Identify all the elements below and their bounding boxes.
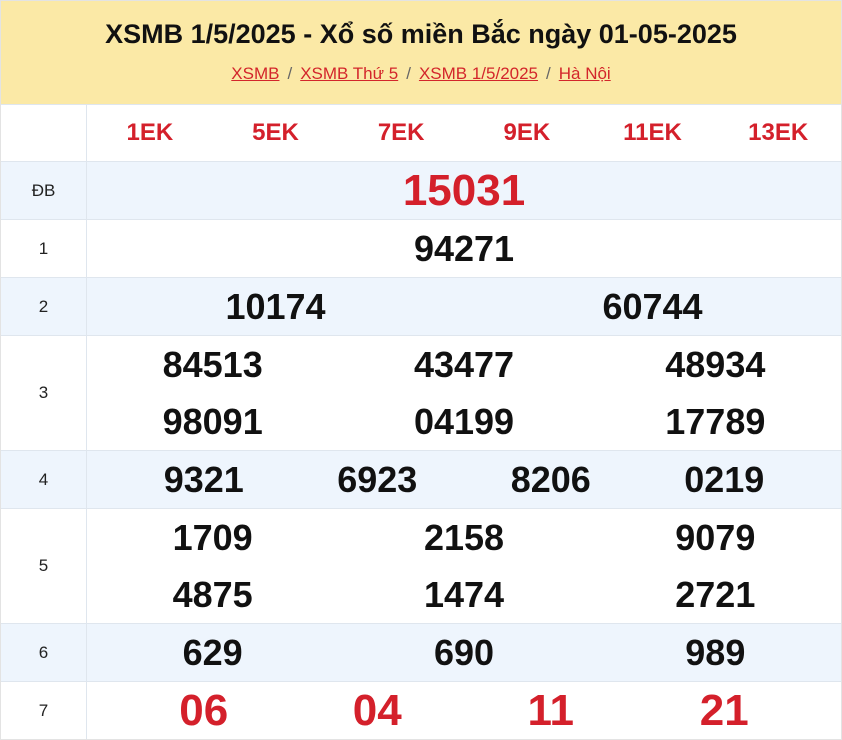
prize-label: 2 xyxy=(1,278,87,335)
breadcrumb-ha-noi[interactable]: Hà Nội xyxy=(558,64,611,83)
prize-number: 9321 xyxy=(163,459,244,500)
prize-number: 9079 xyxy=(675,517,756,558)
results-header: XSMB 1/5/2025 - Xổ số miền Bắc ngày 01-0… xyxy=(1,1,841,104)
prize-number: 04199 xyxy=(413,401,515,442)
prize-label: 7 xyxy=(1,682,87,739)
prize-label: 5 xyxy=(1,509,87,623)
prize-number: 2158 xyxy=(423,517,505,558)
prize-number: 6923 xyxy=(337,459,418,500)
prize-number: 989 xyxy=(685,632,746,673)
prize-label: ĐB xyxy=(1,162,87,219)
prize-number: 2721 xyxy=(675,574,756,615)
prize-number: 48934 xyxy=(665,344,766,385)
draw-code: 11EK xyxy=(623,119,682,146)
prize-number: 17789 xyxy=(665,401,766,442)
prize-label: 6 xyxy=(1,624,87,681)
prize-number: 4875 xyxy=(172,574,253,615)
prize-number: 84513 xyxy=(162,344,263,385)
prize-number: 690 xyxy=(433,632,495,673)
breadcrumb-xsmb-thu-5[interactable]: XSMB Thứ 5 xyxy=(300,64,399,83)
prize-number: 10174 xyxy=(225,286,326,327)
prize-label: 1 xyxy=(1,220,87,277)
prize-number: 43477 xyxy=(413,344,515,385)
prize-number: 94271 xyxy=(413,228,515,269)
breadcrumb-xsmb[interactable]: XSMB xyxy=(231,64,280,83)
prize-number: 98091 xyxy=(162,401,263,442)
draw-code: 9EK xyxy=(503,119,551,146)
prize-number: 1474 xyxy=(423,574,505,615)
prize-row: 1 94271 xyxy=(1,219,841,277)
prize-number: 21 xyxy=(699,686,749,735)
prize-row: 4 9321 6923 8206 0219 xyxy=(1,450,841,508)
prize-number: 1709 xyxy=(172,517,253,558)
breadcrumb: XSMB / XSMB Thứ 5/XSMB 1/5/2025/Hà Nội xyxy=(231,64,611,83)
prize-number: 15031 xyxy=(402,166,526,215)
prize-row: 5 1709 2158 9079 4875 1474 2721 xyxy=(1,508,841,623)
prize-row: 2 10174 60744 xyxy=(1,277,841,335)
draw-code: 5EK xyxy=(252,119,299,146)
prize-label: 3 xyxy=(1,336,87,450)
breadcrumb-xsmb-date[interactable]: XSMB 1/5/2025 xyxy=(418,64,539,83)
prize-number: 04 xyxy=(352,686,402,735)
page-title: XSMB 1/5/2025 - Xổ số miền Bắc ngày 01-0… xyxy=(105,19,737,49)
draw-code: 1EK xyxy=(126,119,174,146)
prize-row: 6 629 690 989 xyxy=(1,623,841,681)
prize-row: 7 06 04 11 21 xyxy=(1,681,841,739)
prize-number: 0219 xyxy=(684,459,765,500)
draw-code: 13EK xyxy=(748,119,809,146)
prize-number: 60744 xyxy=(602,286,703,327)
prize-number: 8206 xyxy=(510,459,591,500)
draw-code: 7EK xyxy=(377,119,425,146)
prize-label: 4 xyxy=(1,451,87,508)
prize-row: ĐB 15031 xyxy=(1,161,841,219)
prize-number: 629 xyxy=(182,632,243,673)
prize-number: 06 xyxy=(179,686,229,735)
prize-number: 11 xyxy=(527,686,574,735)
codes-row: 1EK 5EK 7EK 9EK 11EK 13EK xyxy=(1,104,841,161)
prize-row: 3 84513 43477 48934 98091 04199 17789 xyxy=(1,335,841,450)
